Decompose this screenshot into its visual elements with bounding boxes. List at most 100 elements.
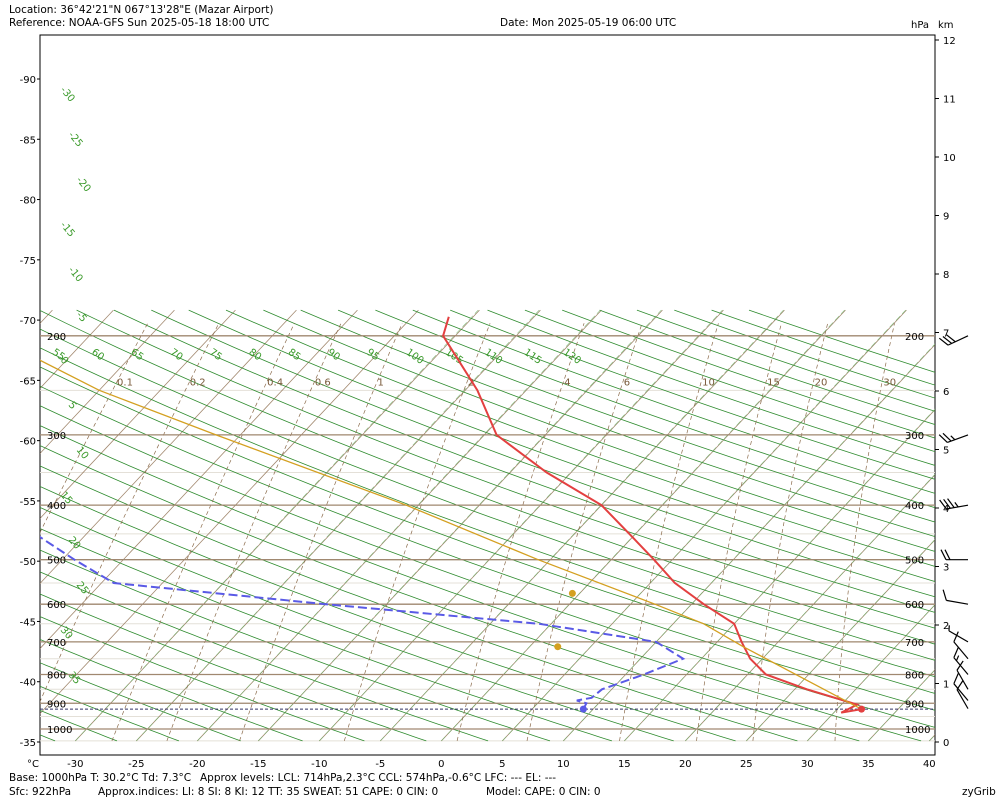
y-temp-tick-label: -40 — [20, 678, 36, 689]
dry-adiabat-line — [450, 309, 935, 480]
y-temp-tick-label: -75 — [20, 256, 36, 267]
isotherm-line — [40, 309, 114, 389]
dry-adiabat-line — [40, 571, 489, 742]
wind-barb-staff — [956, 689, 969, 709]
wind-barb-staff — [956, 669, 969, 690]
dry-adiabat-line — [40, 366, 935, 694]
wind-barb-half — [955, 655, 960, 661]
date-text: Date: Mon 2025-05-19 06:00 UTC — [500, 17, 677, 29]
x-tick-label: -30 — [67, 759, 83, 770]
dry-adiabat-line — [40, 445, 860, 742]
isotherm-line — [258, 309, 663, 742]
dry-adiabat-line — [300, 309, 935, 538]
x-tick-label: 40 — [923, 759, 936, 770]
wind-barb-flag — [944, 549, 951, 560]
dry-adiabat-line — [40, 685, 180, 742]
km-tick-label: 5 — [943, 446, 949, 457]
wind-barb-flag — [953, 673, 959, 684]
isotherm-line — [40, 309, 175, 454]
km-tick-label: 1 — [943, 680, 949, 691]
wind-barbs — [938, 334, 969, 709]
mixing-ratio-label: 0.1 — [117, 377, 133, 388]
wind-barb-flag — [947, 498, 955, 508]
moist-adiabat-line — [746, 538, 935, 742]
mixing-ratio-line — [40, 323, 220, 703]
y-temp-tick-label: -50 — [20, 557, 36, 568]
pressure-label-left: 700 — [47, 638, 66, 649]
moist-adiabat-line — [258, 309, 662, 742]
x-axis-label: °C — [27, 759, 39, 770]
wind-barb-flag — [940, 549, 947, 560]
surface-marker — [858, 705, 866, 713]
dry-adiabat-line — [40, 328, 935, 661]
lcl-marker — [554, 643, 562, 651]
y-temp-tick-label: -85 — [20, 135, 36, 146]
footer-sfc: Sfc: 922hPa — [9, 786, 72, 798]
wind-barb-flag — [939, 499, 947, 510]
pressure-label-left: 200 — [47, 332, 66, 343]
dry-adiabat-line — [40, 662, 241, 742]
dry-adiabat-line — [188, 309, 935, 582]
wind-barb-half — [948, 625, 950, 631]
isotherm-line — [929, 734, 935, 742]
mixing-ratio-line — [166, 323, 342, 742]
pressure-label-right: 700 — [905, 638, 924, 649]
isotherm-line — [990, 310, 1000, 741]
mixing-ratio-line — [456, 323, 585, 741]
wind-barb — [939, 498, 969, 510]
pressure-label-right: 600 — [905, 600, 924, 611]
pressure-label-right: 800 — [905, 670, 924, 681]
dry-adiabat-line — [40, 528, 613, 742]
y-temp-tick-label: -65 — [20, 376, 36, 387]
x-tick-label: 20 — [679, 759, 692, 770]
y-temp-tick-label: -70 — [20, 316, 36, 327]
mixing-ratio-label: 2 — [468, 377, 474, 388]
y-temp-tick-label: -35 — [20, 738, 36, 749]
wind-barb — [953, 647, 969, 675]
dry-adiabat-line — [375, 309, 935, 509]
wind-barb — [953, 673, 969, 701]
dry-adiabat-line — [40, 385, 935, 711]
wind-barb-flag — [953, 631, 959, 643]
dry-adiabat-line — [40, 593, 427, 742]
dry-adiabat-line — [113, 309, 935, 613]
isotherm-line — [380, 309, 785, 742]
dry-adiabat-line — [40, 616, 365, 742]
mixing-ratio-label: 6 — [624, 377, 630, 388]
pressure-label-left: 900 — [47, 699, 66, 710]
footer-model: Model: CAPE: 0 CIN: 0 — [486, 786, 601, 798]
x-tick-label: -10 — [311, 759, 327, 770]
moist-adiabat-line — [563, 343, 935, 742]
km-tick-label: 3 — [943, 563, 949, 574]
isotherm-line — [40, 309, 419, 715]
wind-barb-staff — [953, 683, 969, 701]
wind-barb-staff — [953, 641, 969, 660]
wind-barb — [940, 549, 968, 561]
moist-adiabat-line — [929, 734, 935, 742]
pressure-label-left: 800 — [47, 670, 66, 681]
x-tick-label: 25 — [740, 759, 753, 770]
wind-barb-flag — [946, 334, 956, 343]
footer-base: Base: 1000hPa T: 30.2°C Td: 7.3°C — [9, 772, 192, 784]
moist-adiabat-line — [380, 309, 784, 742]
pressure-label-left: 400 — [47, 501, 66, 512]
isotherm-line — [502, 309, 907, 742]
pressure-label-right: 500 — [905, 556, 924, 567]
dry-adiabat-line — [40, 506, 674, 742]
km-tick-label: 0 — [943, 738, 949, 749]
moist-adiabat-line — [502, 309, 906, 742]
wind-barb-staff — [948, 630, 969, 643]
moist-adiabat-line — [807, 604, 935, 742]
mixing-ratio-label: 10 — [702, 377, 715, 388]
dry-adiabat-line — [412, 309, 935, 494]
moist-adiabat-label: 5 — [66, 400, 79, 412]
mixing-ratio-line — [752, 323, 829, 741]
wind-barb-flag — [953, 647, 959, 658]
moist-adiabat-line — [75, 309, 479, 742]
km-tick-label: 10 — [943, 153, 956, 164]
dewpoint-line — [40, 535, 686, 710]
wind-barb-staff — [947, 434, 969, 443]
dry-adiabat-line — [40, 425, 922, 742]
dry-adiabat-line — [337, 309, 935, 523]
